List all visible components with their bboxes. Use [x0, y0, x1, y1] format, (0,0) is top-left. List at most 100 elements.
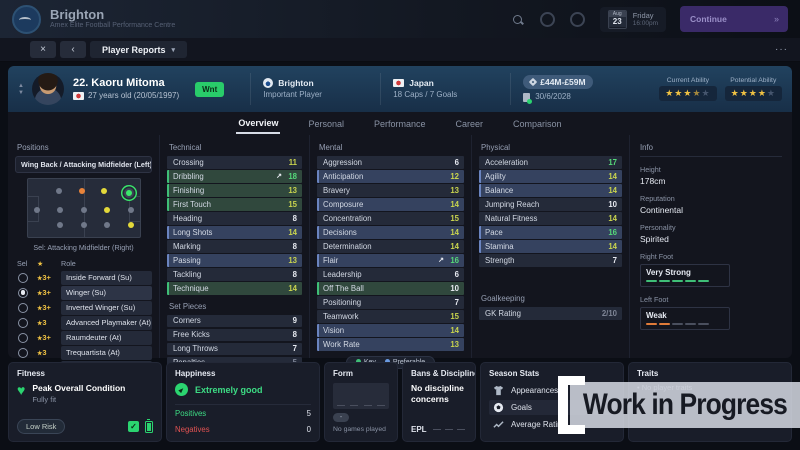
attribute-row[interactable]: Long Throws 7 — [167, 342, 302, 355]
role-radio[interactable] — [18, 287, 28, 298]
close-tab-button[interactable]: × — [30, 41, 56, 58]
role-row[interactable]: ★3+ Winger (Su) — [15, 286, 152, 300]
happiness-card[interactable]: Happiness Extremely good Positives 5 Neg… — [166, 362, 320, 442]
attribute-row[interactable]: Agility 14 — [479, 170, 622, 183]
attribute-row[interactable]: Anticipation 12 — [317, 170, 464, 183]
season-stats-card[interactable]: Season Stats Appearances Goals Average R… — [480, 362, 624, 442]
attribute-row[interactable]: Concentration 15 — [317, 212, 464, 225]
role-label[interactable]: Winger (Su) — [61, 286, 152, 300]
fitness-card[interactable]: Fitness ♥ Peak Overall Condition Fully f… — [8, 362, 162, 442]
tab-career[interactable]: Career — [455, 118, 484, 129]
player-nation[interactable]: Japan — [409, 77, 434, 88]
attribute-row[interactable]: Marking 8 — [167, 240, 302, 253]
attribute-row[interactable]: Determination 14 — [317, 240, 464, 253]
role-label[interactable]: Raumdeuter (At) — [61, 331, 152, 345]
attribute-row[interactable]: Long Shots 14 — [167, 226, 302, 239]
attribute-row[interactable]: Stamina 14 — [479, 240, 622, 253]
attribute-row[interactable]: Heading 8 — [167, 212, 302, 225]
attribute-row[interactable]: Natural Fitness 14 — [479, 212, 622, 225]
attribute-row[interactable]: Off The Ball 10 — [317, 282, 464, 295]
attribute-row[interactable]: Acceleration 17 — [479, 156, 622, 169]
attribute-row[interactable]: Teamwork 15 — [317, 310, 464, 323]
continue-button[interactable]: Continue ›› — [680, 6, 788, 32]
role-row[interactable]: ★3 Advanced Playmaker (At) — [15, 316, 152, 330]
attribute-row[interactable]: Dribbling ↗ 18 — [167, 170, 302, 183]
position-dot[interactable] — [56, 187, 62, 194]
role-radio[interactable] — [18, 317, 28, 328]
attribute-name: Strength — [485, 255, 515, 265]
tab-performance[interactable]: Performance — [373, 118, 426, 129]
tab-overview[interactable]: Overview — [236, 114, 281, 134]
attribute-row[interactable]: Strength 7 — [479, 254, 622, 267]
attribute-row[interactable]: Flair ↗ 16 — [317, 254, 464, 267]
circle-icon-b[interactable] — [570, 11, 586, 27]
attribute-row[interactable]: Bravery 13 — [317, 184, 464, 197]
form-card[interactable]: Form - No games played — [324, 362, 398, 442]
date-widget[interactable]: Aug 23 Friday 16:00pm — [599, 6, 666, 32]
prev-player-button[interactable]: ▲ — [18, 82, 24, 89]
attribute-row[interactable]: Work Rate 13 — [317, 338, 464, 351]
attribute-row[interactable]: Aggression 6 — [317, 156, 464, 169]
position-dot[interactable] — [101, 187, 107, 194]
negatives-row[interactable]: Negatives 0 — [175, 425, 311, 434]
role-radio[interactable] — [18, 332, 28, 343]
position-dot[interactable] — [80, 222, 87, 229]
attribute-row[interactable]: GK Rating 2/10 — [479, 307, 622, 320]
fitness-title: Fitness — [17, 369, 46, 378]
next-player-button[interactable]: ▼ — [18, 89, 24, 96]
positives-row[interactable]: Positives 5 — [175, 409, 311, 418]
work-in-progress-banner: Work in Progress — [570, 382, 800, 428]
attribute-row[interactable]: Positioning 7 — [317, 296, 464, 309]
role-radio[interactable] — [18, 302, 28, 313]
pitch-diagram[interactable] — [26, 178, 141, 238]
position-dot[interactable] — [123, 187, 134, 198]
role-radio[interactable] — [18, 272, 28, 283]
position-dot[interactable] — [78, 187, 85, 194]
season-stats-title: Season Stats — [489, 369, 540, 378]
position-dot[interactable] — [80, 206, 87, 213]
role-row[interactable]: ★3 Trequartista (At) — [15, 346, 152, 360]
average-rating-row[interactable]: Average Rating — [489, 417, 615, 432]
player-club[interactable]: Brighton — [278, 77, 314, 88]
attribute-row[interactable]: Finishing 13 — [167, 184, 302, 197]
attribute-row[interactable]: Jumping Reach 10 — [479, 198, 622, 211]
attribute-row[interactable]: Technique 14 — [167, 282, 302, 295]
back-button[interactable]: ‹ — [60, 41, 86, 58]
attribute-row[interactable]: Vision 14 — [317, 324, 464, 337]
role-row[interactable]: ★3+ Inverted Winger (Su) — [15, 301, 152, 315]
tab-player-reports[interactable]: Player Reports ▾ — [90, 41, 188, 58]
position-dot[interactable] — [57, 206, 63, 213]
circle-icon-a[interactable] — [540, 11, 556, 27]
attribute-row[interactable]: Composure 14 — [317, 198, 464, 211]
appearances-row[interactable]: Appearances — [489, 383, 615, 398]
attribute-row[interactable]: Corners 9 — [167, 314, 302, 327]
role-label[interactable]: Inverted Winger (Su) — [61, 301, 152, 315]
attribute-row[interactable]: Tackling 8 — [167, 268, 302, 281]
position-dot[interactable] — [127, 206, 134, 213]
position-dot[interactable] — [127, 222, 134, 229]
tab-personal[interactable]: Personal — [308, 118, 344, 129]
attribute-row[interactable]: Passing 13 — [167, 254, 302, 267]
attribute-row[interactable]: Balance 14 — [479, 184, 622, 197]
bans-card[interactable]: Bans & Discipline No discipline concerns… — [402, 362, 476, 442]
search-icon[interactable] — [510, 11, 526, 27]
role-label[interactable]: Inside Forward (Su) — [61, 271, 152, 285]
attribute-row[interactable]: Leadership 6 — [317, 268, 464, 281]
attribute-row[interactable]: First Touch 15 — [167, 198, 302, 211]
more-options-icon[interactable]: ··· — [775, 44, 788, 55]
tab-comparison[interactable]: Comparison — [513, 118, 562, 129]
role-row[interactable]: ★3+ Inside Forward (Su) — [15, 271, 152, 285]
position-dot[interactable] — [57, 222, 63, 229]
role-label[interactable]: Advanced Playmaker (At) — [61, 316, 152, 330]
attribute-row[interactable]: Crossing 11 — [167, 156, 302, 169]
attribute-row[interactable]: Decisions 14 — [317, 226, 464, 239]
position-dot[interactable] — [104, 206, 110, 213]
role-radio[interactable] — [18, 347, 28, 358]
attribute-row[interactable]: Free Kicks 8 — [167, 328, 302, 341]
selected-positions[interactable]: Wing Back / Attacking Midfielder (Left) … — [15, 156, 152, 173]
role-label[interactable]: Trequartista (At) — [61, 346, 152, 360]
position-dot[interactable] — [104, 222, 110, 229]
position-dot[interactable] — [33, 206, 40, 213]
attribute-row[interactable]: Pace 16 — [479, 226, 622, 239]
role-row[interactable]: ★3+ Raumdeuter (At) — [15, 331, 152, 345]
